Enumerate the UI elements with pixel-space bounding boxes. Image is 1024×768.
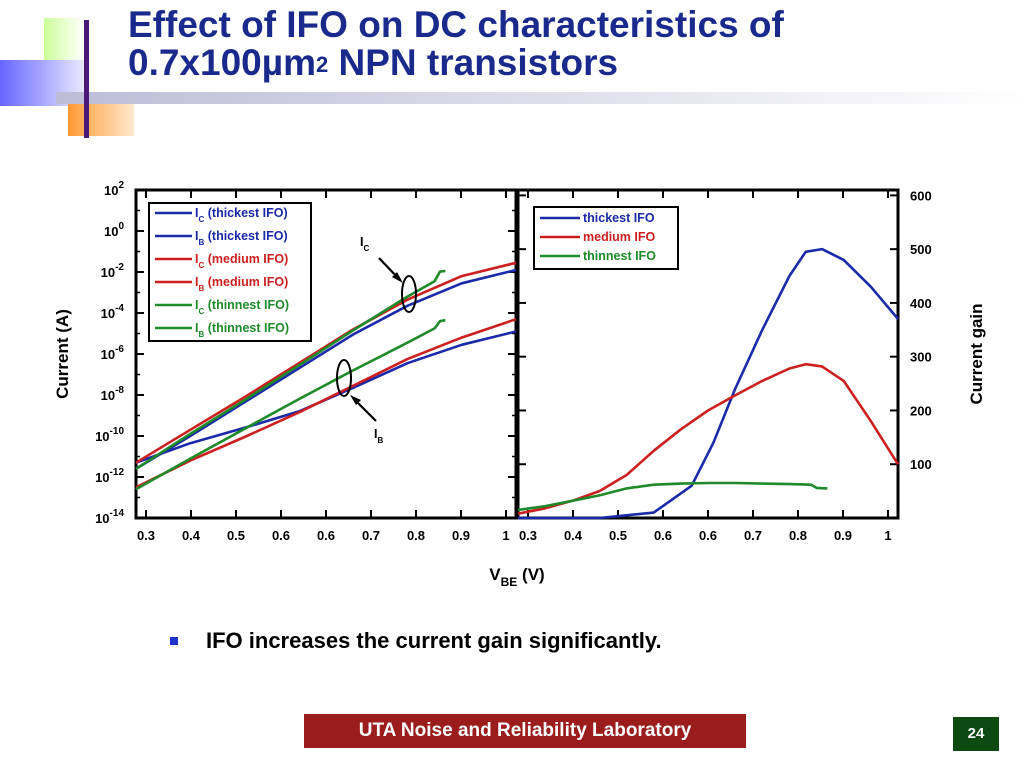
left-x-tick-label: 1 bbox=[502, 528, 509, 543]
right-series-line-0 bbox=[518, 247, 899, 520]
right-series-line-2 bbox=[517, 481, 828, 512]
right-y-tick-label: 100 bbox=[910, 457, 932, 472]
left-legend-label-4: IC (thinnest IFO) bbox=[195, 298, 289, 316]
x-axis-label: VBE (V) bbox=[489, 565, 544, 589]
ib-annotation-arrowhead bbox=[350, 395, 361, 405]
bullet-text: IFO increases the current gain significa… bbox=[206, 628, 662, 653]
dual-panel-chart: 0.3 0.4 0.5 0.6 0.6 0.7 0.8 0.9 1 0.3 0.4 0.5 0.6 0.6… bbox=[53, 180, 986, 589]
left-y-tick-label: 100 bbox=[104, 221, 124, 239]
left-x-tick-label: 0.3 bbox=[137, 528, 155, 543]
right-y-tick-label: 300 bbox=[910, 350, 932, 365]
ic-annotation-ellipse bbox=[401, 275, 417, 313]
right-legend-label-2: thinnest IFO bbox=[583, 249, 656, 263]
left-legend-box bbox=[148, 202, 312, 342]
left-series-line-3 bbox=[135, 317, 517, 489]
left-y-tick-label: 10-2 bbox=[101, 262, 125, 280]
left-legend-label-0: IC (thickest IFO) bbox=[195, 206, 288, 224]
title-line-2-main: 0.7x100µm bbox=[128, 42, 316, 83]
left-y-tick-label: 10-12 bbox=[95, 467, 124, 485]
left-series-line-4 bbox=[135, 269, 446, 470]
title-superscript: 2 bbox=[315, 52, 329, 77]
footer-lab-name: UTA Noise and Reliability Laboratory bbox=[304, 714, 746, 748]
left-x-tick-label: 0.6 bbox=[317, 528, 335, 543]
title-line-1: Effect of IFO on DC characteristics of bbox=[128, 4, 784, 45]
right-y-axis-label: Current gain bbox=[967, 303, 986, 404]
ib-annotation-label: IB bbox=[374, 427, 383, 445]
right-legend-label-1: medium IFO bbox=[583, 230, 656, 244]
left-x-tick-label: 0.4 bbox=[182, 528, 201, 543]
left-y-tick-label: 10-10 bbox=[95, 426, 124, 444]
right-x-tick-label: 0.6 bbox=[654, 528, 672, 543]
right-y-tick-label: 600 bbox=[910, 188, 932, 203]
right-y-tick-label: 400 bbox=[910, 296, 932, 311]
left-y-tick-label: 10-4 bbox=[101, 303, 125, 321]
left-y-tick-label: 10-8 bbox=[101, 385, 125, 403]
right-x-tick-label: 0.6 bbox=[699, 528, 717, 543]
right-x-tick-label: 1 bbox=[884, 528, 891, 543]
left-legend-label-3: IB (medium IFO) bbox=[195, 275, 288, 293]
right-x-tick-label: 0.3 bbox=[519, 528, 537, 543]
left-legend-label-5: IB (thinnest IFO) bbox=[195, 321, 289, 339]
left-x-tick-label: 0.7 bbox=[362, 528, 380, 543]
left-x-tick-label: 0.9 bbox=[452, 528, 470, 543]
left-y-tick-label: 10-6 bbox=[101, 344, 125, 362]
page-number: 24 bbox=[953, 717, 999, 751]
right-y-tick-label: 500 bbox=[910, 242, 932, 257]
slide-title: Effect of IFO on DC characteristics of 0… bbox=[128, 6, 1008, 82]
right-series-line-1 bbox=[517, 362, 900, 515]
right-x-tick-label: 0.8 bbox=[789, 528, 807, 543]
right-x-tick-label: 0.9 bbox=[834, 528, 852, 543]
left-x-tick-label: 0.8 bbox=[407, 528, 425, 543]
right-legend-label-0: thickest IFO bbox=[583, 211, 655, 225]
ib-annotation-ellipse bbox=[336, 359, 352, 397]
left-legend-label-1: IB (thickest IFO) bbox=[195, 229, 288, 247]
left-series-line-2 bbox=[135, 261, 517, 464]
left-y-tick-label: 10-14 bbox=[95, 508, 124, 526]
right-x-tick-label: 0.7 bbox=[744, 528, 762, 543]
title-line-2-rest: NPN transistors bbox=[328, 42, 619, 83]
ic-annotation-arrowhead bbox=[392, 272, 403, 283]
left-x-tick-label: 0.5 bbox=[227, 528, 245, 543]
left-series-line-0 bbox=[135, 268, 517, 470]
left-y-tick-label: 102 bbox=[104, 180, 124, 198]
bullet-square-icon bbox=[170, 637, 178, 645]
right-x-tick-label: 0.4 bbox=[564, 528, 583, 543]
slide-corner-decoration bbox=[0, 18, 1024, 138]
left-y-axis-label: Current (A) bbox=[53, 309, 72, 399]
right-y-tick-label: 200 bbox=[910, 403, 932, 418]
ic-annotation-label: IC bbox=[360, 235, 369, 253]
right-x-tick-label: 0.5 bbox=[609, 528, 627, 543]
left-x-tick-label: 0.6 bbox=[272, 528, 290, 543]
left-series-line-5 bbox=[135, 318, 446, 491]
left-legend-label-2: IC (medium IFO) bbox=[195, 252, 288, 270]
